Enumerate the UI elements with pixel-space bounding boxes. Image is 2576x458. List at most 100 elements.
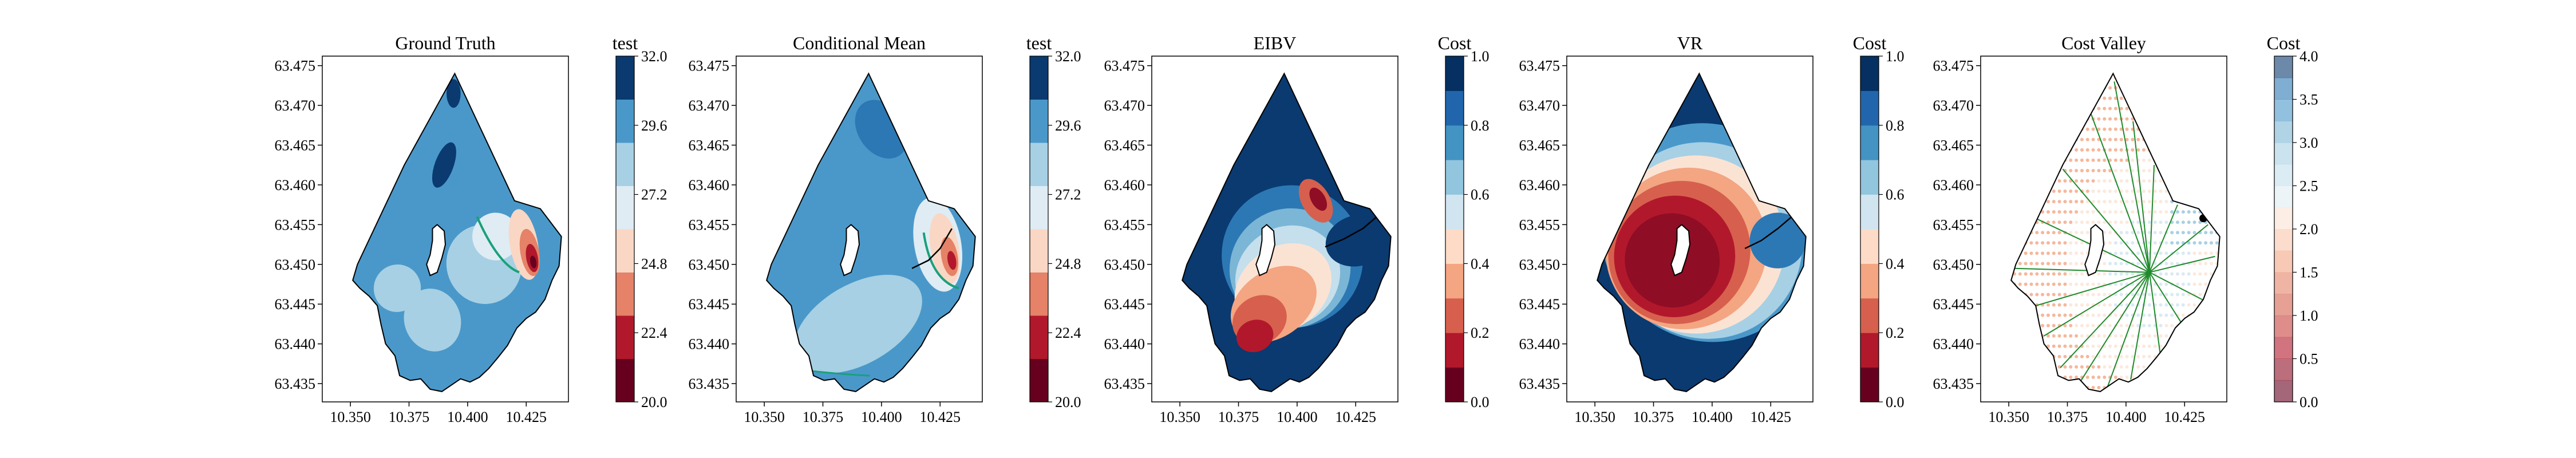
field-east-dark	[1325, 214, 1390, 267]
cost-point	[2125, 137, 2129, 141]
field-band-7	[1236, 319, 1274, 353]
colorbar-segment	[616, 185, 634, 230]
y-tick-label: 63.455	[275, 216, 316, 233]
cost-point	[2119, 282, 2123, 286]
cost-point	[2080, 365, 2084, 369]
cost-point	[2221, 148, 2225, 152]
cost-point	[2097, 65, 2100, 69]
cost-point	[2131, 158, 2135, 162]
cost-point	[2046, 354, 2050, 358]
cost-point	[2075, 76, 2079, 80]
cost-point	[2035, 106, 2039, 110]
cost-point	[2113, 200, 2117, 204]
cost-point	[2024, 220, 2028, 224]
colorbar-tick-label: 1.5	[2300, 264, 2318, 281]
cost-point	[2024, 127, 2028, 131]
cost-point	[2221, 314, 2225, 317]
cost-point	[2029, 86, 2033, 90]
cost-point	[2057, 303, 2061, 307]
cost-point	[2057, 251, 2061, 255]
cost-point	[2176, 303, 2179, 307]
cost-point	[2187, 127, 2191, 131]
cost-point	[2052, 210, 2056, 214]
cost-point	[2063, 106, 2067, 110]
cost-point	[2035, 179, 2039, 183]
cost-point	[2198, 158, 2202, 162]
cost-point	[2209, 282, 2213, 286]
cost-point	[2125, 76, 2129, 80]
cost-point	[2046, 117, 2050, 121]
colorbar-tick-label: 0.8	[1886, 117, 1905, 134]
cost-point	[2012, 365, 2016, 369]
y-tick-label: 63.445	[275, 296, 316, 313]
colorbar-segment	[616, 99, 634, 143]
cost-point	[2187, 354, 2191, 358]
cost-point	[2198, 179, 2202, 183]
cost-point	[2136, 65, 2140, 69]
cost-point	[2187, 179, 2191, 183]
cost-point	[2085, 303, 2089, 307]
cost-point	[2080, 303, 2084, 307]
cost-point	[2170, 293, 2174, 297]
cost-point	[2018, 106, 2022, 110]
cost-point	[2164, 106, 2168, 110]
cost-point	[2136, 231, 2140, 235]
cost-point	[2181, 313, 2185, 317]
cost-point	[2018, 354, 2022, 358]
cost-point	[2029, 344, 2033, 348]
cost-point	[2018, 293, 2022, 297]
cost-point	[2142, 293, 2146, 297]
cost-point	[2108, 106, 2112, 110]
cost-point	[2069, 313, 2073, 317]
cost-point	[2209, 210, 2213, 214]
graph-edge	[2060, 271, 2150, 368]
cost-point	[2198, 96, 2202, 100]
cost-point	[2176, 210, 2179, 214]
cost-point	[2221, 138, 2225, 141]
cost-point	[2181, 375, 2185, 379]
cost-point	[2215, 293, 2219, 297]
cost-point	[2108, 210, 2112, 214]
cost-point	[2215, 137, 2219, 141]
cost-point	[2012, 210, 2016, 214]
cost-point	[2080, 241, 2084, 245]
cost-point	[2041, 158, 2045, 162]
cost-point	[2063, 303, 2067, 307]
cost-point	[2057, 293, 2061, 297]
colorbar-segment	[2274, 229, 2293, 251]
cost-point	[2052, 117, 2056, 121]
cost-point	[2192, 262, 2196, 266]
cost-point	[2097, 293, 2101, 297]
cost-point	[2075, 365, 2079, 369]
cost-point	[2187, 76, 2191, 80]
cost-point	[2052, 375, 2056, 379]
cost-point	[2170, 375, 2174, 379]
cost-point	[2142, 179, 2146, 183]
cost-point	[2007, 220, 2010, 224]
colorbar-tick-label: 1.0	[1886, 48, 1905, 65]
cost-point	[2215, 303, 2219, 307]
cost-point	[2085, 86, 2089, 90]
cost-point	[2052, 241, 2056, 245]
cost-point	[2012, 220, 2016, 224]
y-tick-label: 63.465	[1519, 137, 1560, 154]
graph-edges	[2013, 81, 2215, 388]
cost-point	[2221, 376, 2225, 379]
cost-point	[2136, 220, 2140, 224]
cost-point	[2142, 189, 2146, 194]
cost-point	[2063, 293, 2067, 297]
cost-point	[2131, 65, 2134, 69]
cost-point	[2103, 334, 2107, 338]
cost-point	[2007, 200, 2010, 203]
cost-point	[2024, 210, 2028, 214]
cost-point	[2136, 365, 2140, 369]
cost-point	[2103, 375, 2107, 379]
cost-point	[2215, 158, 2219, 162]
y-tick-label: 63.465	[1933, 137, 1974, 154]
colorbar-segment	[1030, 56, 1048, 100]
y-tick-label: 63.440	[1519, 336, 1560, 353]
colorbar-tick-label: 2.0	[2300, 221, 2318, 238]
cost-point	[2046, 148, 2050, 152]
cost-point	[2215, 189, 2219, 194]
